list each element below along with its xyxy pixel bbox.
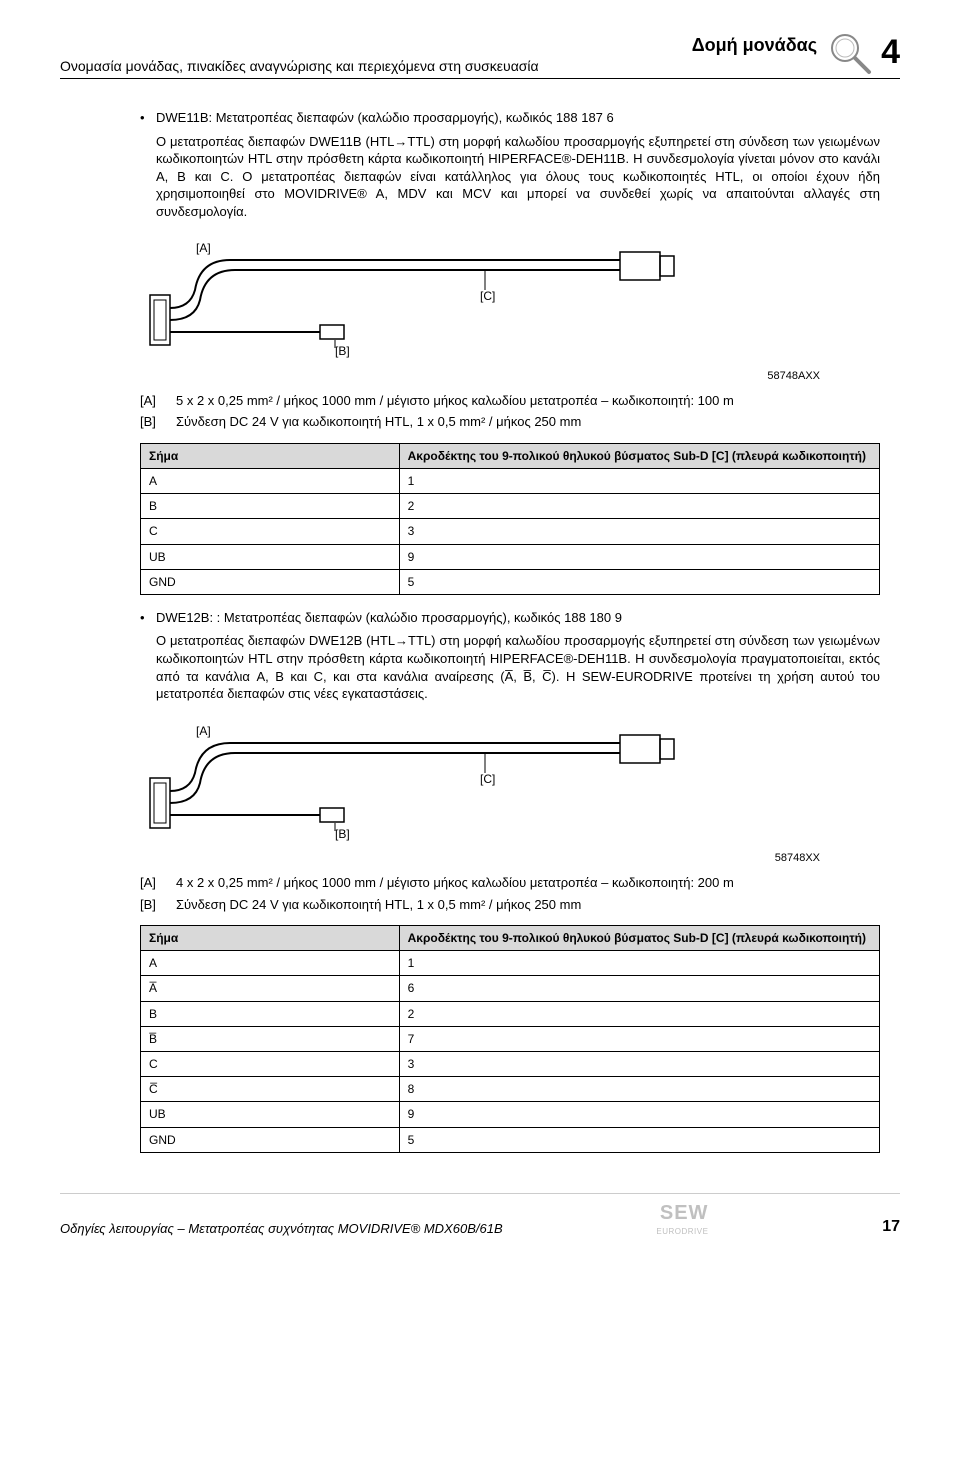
table-row: GND5 <box>141 569 880 594</box>
cable-diagram: [A] [B] [C] <box>140 723 700 843</box>
table-row: UB9 <box>141 1102 880 1127</box>
def-key: [A] <box>140 874 168 892</box>
table-cell: A̅ <box>141 976 400 1001</box>
table-cell: 9 <box>399 1102 879 1127</box>
table-cell: C̅ <box>141 1077 400 1102</box>
definition-list: [A] 5 x 2 x 0,25 mm² / μήκος 1000 mm / μ… <box>140 392 880 431</box>
table-cell: GND <box>141 1127 400 1152</box>
table-cell: B <box>141 1001 400 1026</box>
table-cell: 8 <box>399 1077 879 1102</box>
def-value: 4 x 2 x 0,25 mm² / μήκος 1000 mm / μέγισ… <box>176 874 880 892</box>
page-footer: Οδηγίες λειτουργίας – Μετατροπέας συχνότ… <box>60 1193 900 1238</box>
definition-row: [A] 5 x 2 x 0,25 mm² / μήκος 1000 mm / μ… <box>140 392 880 410</box>
table-cell: 9 <box>399 544 879 569</box>
table-cell: 3 <box>399 519 879 544</box>
definition-row: [A] 4 x 2 x 0,25 mm² / μήκος 1000 mm / μ… <box>140 874 880 892</box>
table-row: C3 <box>141 519 880 544</box>
table-cell: C <box>141 1052 400 1077</box>
bullet-item: • DWE12B: : Μετατροπέας διεπαφών (καλώδι… <box>140 609 880 627</box>
table-row: C3 <box>141 1052 880 1077</box>
label-c: [C] <box>480 289 495 303</box>
table-cell: 5 <box>399 1127 879 1152</box>
table-header: Ακροδέκτης του 9-πολικού θηλυκού βύσματο… <box>399 926 879 951</box>
label-a: [A] <box>196 724 211 738</box>
table-row: B2 <box>141 1001 880 1026</box>
table-cell: 5 <box>399 569 879 594</box>
header-icon-group: 4 <box>827 30 900 76</box>
def-value: Σύνδεση DC 24 V για κωδικοποιητή HTL, 1 … <box>176 413 880 431</box>
table-header: Σήμα <box>141 443 400 468</box>
table-row: UB9 <box>141 544 880 569</box>
label-a: [A] <box>196 241 211 255</box>
table-cell: B̅ <box>141 1026 400 1051</box>
spec-table: Σήμα Ακροδέκτης του 9-πολικού θηλυκού βύ… <box>140 443 880 595</box>
spec-table: Σήμα Ακροδέκτης του 9-πολικού θηλυκού βύ… <box>140 925 880 1153</box>
def-value: Σύνδεση DC 24 V για κωδικοποιητή HTL, 1 … <box>176 896 880 914</box>
footer-text: Οδηγίες λειτουργίας – Μετατροπέας συχνότ… <box>60 1220 503 1238</box>
table-cell: 1 <box>399 468 879 493</box>
table-row: A̅6 <box>141 976 880 1001</box>
bullet-text: DWE11B: Μετατροπέας διεπαφών (καλώδιο πρ… <box>156 109 614 127</box>
page-header: Δομή μονάδας Ονομασία μονάδας, πινακίδες… <box>60 30 900 79</box>
footer-right: SEW EURODRIVE <box>656 1200 708 1238</box>
reference-code: 58748AXX <box>140 369 820 384</box>
table-cell: B <box>141 494 400 519</box>
table-cell: 7 <box>399 1026 879 1051</box>
header-subtitle: Ονομασία μονάδας, πινακίδες αναγνώρισης … <box>60 57 817 76</box>
table-cell: A <box>141 951 400 976</box>
label-c: [C] <box>480 772 495 786</box>
definition-row: [B] Σύνδεση DC 24 V για κωδικοποιητή HTL… <box>140 896 880 914</box>
paragraph: Ο μετατροπέας διεπαφών DWE12B (HTL→TTL) … <box>156 632 880 702</box>
bullet-text: DWE12B: : Μετατροπέας διεπαφών (καλώδιο … <box>156 609 622 627</box>
def-key: [B] <box>140 896 168 914</box>
page-content: • DWE11B: Μετατροπέας διεπαφών (καλώδιο … <box>140 109 880 1153</box>
brand-logo: SEW <box>656 1200 708 1227</box>
table-row: A1 <box>141 951 880 976</box>
table-row: B2 <box>141 494 880 519</box>
definition-list: [A] 4 x 2 x 0,25 mm² / μήκος 1000 mm / μ… <box>140 874 880 913</box>
definition-row: [B] Σύνδεση DC 24 V για κωδικοποιητή HTL… <box>140 413 880 431</box>
label-b: [B] <box>335 827 350 841</box>
table-cell: 6 <box>399 976 879 1001</box>
brand-sub: EURODRIVE <box>656 1227 708 1238</box>
table-cell: 3 <box>399 1052 879 1077</box>
table-header: Σήμα <box>141 926 400 951</box>
reference-code: 58748XX <box>140 851 820 866</box>
table-cell: 2 <box>399 494 879 519</box>
table-header: Ακροδέκτης του 9-πολικού θηλυκού βύσματο… <box>399 443 879 468</box>
table-cell: 1 <box>399 951 879 976</box>
table-row: GND5 <box>141 1127 880 1152</box>
table-cell: A <box>141 468 400 493</box>
bullet-dot: • <box>140 609 148 627</box>
paragraph: Ο μετατροπέας διεπαφών DWE11B (HTL→TTL) … <box>156 133 880 221</box>
table-row: B̅7 <box>141 1026 880 1051</box>
table-cell: GND <box>141 569 400 594</box>
header-title: Δομή μονάδας <box>60 33 817 57</box>
page-number: 17 <box>882 1216 900 1238</box>
table-row: A1 <box>141 468 880 493</box>
def-key: [B] <box>140 413 168 431</box>
def-value: 5 x 2 x 0,25 mm² / μήκος 1000 mm / μέγισ… <box>176 392 880 410</box>
header-text: Δομή μονάδας Ονομασία μονάδας, πινακίδες… <box>60 33 817 76</box>
table-row: C̅8 <box>141 1077 880 1102</box>
bullet-dot: • <box>140 109 148 127</box>
table-cell: C <box>141 519 400 544</box>
def-key: [A] <box>140 392 168 410</box>
label-b: [B] <box>335 344 350 358</box>
magnifier-icon <box>827 30 873 76</box>
chapter-number: 4 <box>881 30 900 76</box>
cable-diagram: [A] [B] [C] <box>140 240 700 360</box>
table-cell: 2 <box>399 1001 879 1026</box>
bullet-item: • DWE11B: Μετατροπέας διεπαφών (καλώδιο … <box>140 109 880 127</box>
table-cell: UB <box>141 1102 400 1127</box>
table-cell: UB <box>141 544 400 569</box>
